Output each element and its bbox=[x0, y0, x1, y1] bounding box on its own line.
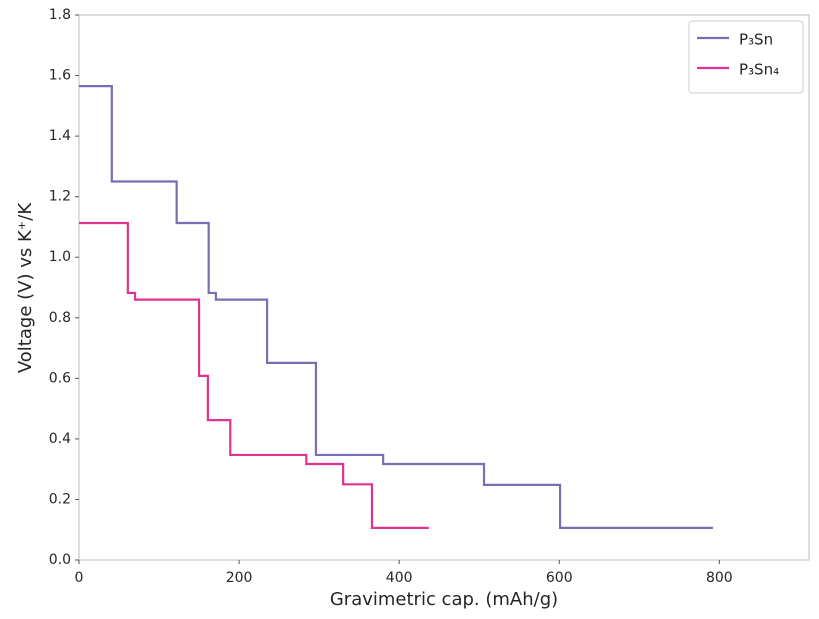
series-line bbox=[79, 85, 713, 530]
x-tick-label: 200 bbox=[226, 570, 253, 586]
x-tick-label: 800 bbox=[706, 570, 733, 586]
plot-frame bbox=[78, 14, 810, 561]
x-axis-label: Gravimetric cap. (mAh/g) bbox=[330, 589, 558, 610]
series-line bbox=[79, 221, 429, 530]
x-tick-label: 600 bbox=[546, 570, 573, 586]
y-tick-label: 0.6 bbox=[49, 370, 71, 386]
y-tick-label: 1.6 bbox=[49, 68, 71, 84]
y-tick-label: 0.8 bbox=[49, 310, 71, 326]
legend-label: P₃Sn₄ bbox=[739, 61, 779, 79]
y-tick-label: 0.4 bbox=[49, 431, 71, 447]
y-tick-label: 1.8 bbox=[49, 7, 71, 23]
y-tick-label: 0.2 bbox=[49, 491, 71, 507]
legend-label: P₃Sn bbox=[739, 31, 773, 49]
y-tick-label: 1.2 bbox=[49, 189, 71, 205]
y-tick-label: 0.0 bbox=[49, 552, 71, 568]
x-tick-label: 400 bbox=[386, 570, 413, 586]
y-tick-label: 1.4 bbox=[49, 128, 71, 144]
y-tick-label: 1.0 bbox=[49, 249, 71, 265]
x-tick-label: 0 bbox=[75, 570, 84, 586]
y-axis-label: Voltage (V) vs K⁺/K bbox=[15, 202, 36, 373]
